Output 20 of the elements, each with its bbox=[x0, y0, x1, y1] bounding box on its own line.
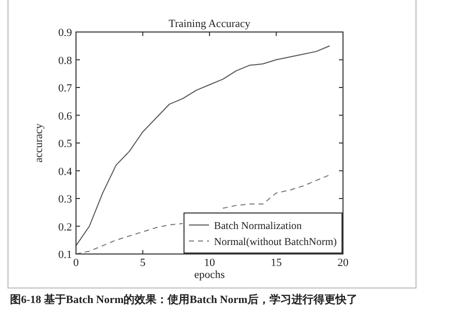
x-axis-title: epochs bbox=[194, 269, 225, 281]
x-tick-label: 10 bbox=[204, 257, 216, 269]
y-tick-label: 0.5 bbox=[58, 138, 72, 150]
y-tick-label: 0.3 bbox=[58, 194, 72, 206]
y-tick-label: 0.2 bbox=[58, 221, 72, 234]
y-tick-label: 0.9 bbox=[58, 27, 72, 39]
x-tick-label: 20 bbox=[338, 257, 349, 269]
caption: 图6-18 基于Batch Norm的效果：使用Batch Norm后，学习进行得更快了 bbox=[10, 293, 358, 306]
x-tick-label: 15 bbox=[270, 257, 282, 269]
y-tick-label: 0.1 bbox=[58, 249, 72, 261]
legend-label: Batch Normalization bbox=[214, 221, 303, 232]
y-axis-title: accuracy bbox=[33, 122, 45, 163]
y-tick-label: 0.8 bbox=[58, 54, 72, 67]
y-tick-label: 0.7 bbox=[58, 82, 72, 94]
y-tick-label: 0.6 bbox=[58, 110, 72, 122]
chart-title: Training Accuracy bbox=[168, 18, 251, 30]
y-tick-label: 0.4 bbox=[58, 166, 72, 178]
x-tick-label: 0 bbox=[73, 257, 80, 269]
legend-label: Normal(without BatchNorm) bbox=[214, 237, 338, 248]
x-tick-label: 5 bbox=[140, 257, 146, 269]
